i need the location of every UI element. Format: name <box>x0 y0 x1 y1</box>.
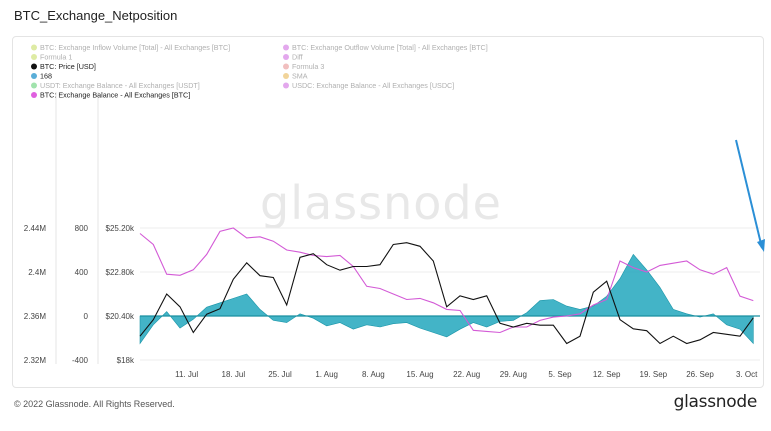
y-tick-price: $18k <box>117 356 135 365</box>
x-tick-label: 25. Jul <box>268 370 292 379</box>
legend-label: BTC: Exchange Outflow Volume [Total] - A… <box>292 43 488 52</box>
y-tick-netflow: 400 <box>75 268 89 277</box>
x-tick-label: 18. Jul <box>222 370 246 379</box>
y-tick-netflow: 800 <box>75 224 89 233</box>
y-tick-price: $25.20k <box>106 224 135 233</box>
copyright-footer: © 2022 Glassnode. All Rights Reserved. <box>14 399 175 409</box>
price-line-series <box>139 242 754 345</box>
legend-marker <box>283 44 289 51</box>
trend-arrow-head <box>757 239 765 252</box>
balance-line-series <box>139 227 754 334</box>
legend-marker <box>31 92 37 98</box>
legend-label: Diff <box>292 53 303 62</box>
x-tick-label: 12. Sep <box>593 370 621 379</box>
x-tick-label: 3. Oct <box>736 370 758 379</box>
legend-marker <box>283 63 289 70</box>
legend-label: Formula 3 <box>292 62 324 71</box>
x-tick-label: 22. Aug <box>453 370 480 379</box>
legend-marker <box>31 44 37 51</box>
y-tick-netflow: 0 <box>84 312 89 321</box>
x-tick-label: 8. Aug <box>362 370 385 379</box>
legend-label: BTC: Price [USD] <box>40 62 96 71</box>
watermark: glassnode <box>260 176 502 230</box>
legend-marker <box>283 82 289 89</box>
page-title: BTC_Exchange_Netposition <box>14 8 178 23</box>
legend-label: Formula 1 <box>40 53 72 62</box>
x-tick-label: 15. Aug <box>406 370 433 379</box>
brand-logo: glassnode <box>673 392 758 412</box>
legend-marker <box>283 54 289 60</box>
x-tick-label: 26. Sep <box>686 370 714 379</box>
y-tick-balance: 2.4M <box>28 268 46 277</box>
legend-label: 168 <box>40 72 52 81</box>
legend-label: BTC: Exchange Inflow Volume [Total] - Al… <box>40 43 230 52</box>
legend-label: USDC: Exchange Balance - All Exchanges [… <box>292 81 454 90</box>
legend-marker <box>283 73 289 79</box>
legend-marker <box>31 73 37 79</box>
legend-marker <box>31 82 37 89</box>
y-tick-balance: 2.44M <box>24 224 47 233</box>
x-tick-label: 11. Jul <box>175 370 198 379</box>
legend-label: USDT: Exchange Balance - All Exchanges [… <box>40 81 200 90</box>
netflow-area-series <box>139 253 754 345</box>
legend-marker <box>31 63 37 70</box>
legend-label: BTC: Exchange Balance - All Exchanges [B… <box>40 91 190 100</box>
y-tick-price: $22.80k <box>106 268 135 277</box>
legend-label: SMA <box>292 72 308 81</box>
x-tick-label: 19. Sep <box>640 370 668 379</box>
y-tick-price: $20.40k <box>106 312 135 321</box>
y-tick-balance: 2.32M <box>24 356 47 365</box>
x-tick-label: 29. Aug <box>500 370 527 379</box>
y-tick-netflow: -400 <box>72 356 89 365</box>
trend-arrow-line <box>735 139 763 249</box>
y-tick-balance: 2.36M <box>24 312 47 321</box>
x-tick-label: 5. Sep <box>548 370 572 379</box>
x-tick-label: 1. Aug <box>315 370 338 379</box>
legend-marker <box>31 54 37 60</box>
